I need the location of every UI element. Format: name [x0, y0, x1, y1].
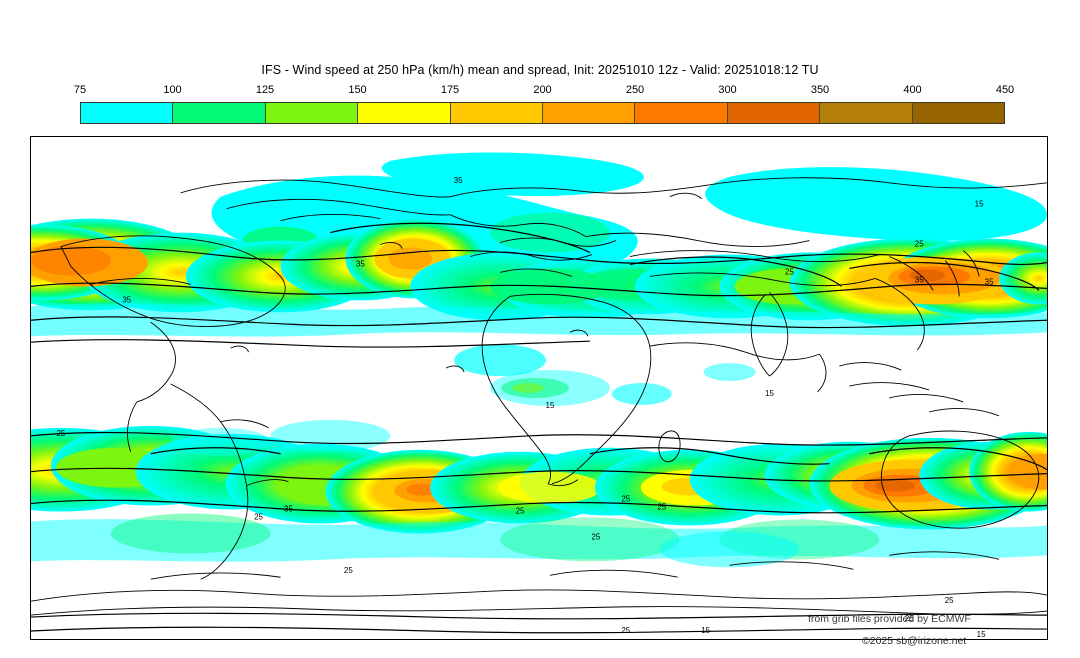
- svg-text:25: 25: [56, 429, 65, 438]
- colorbar-tick-labels: 75 100 125 150 175 200 250 300 350 400 450: [74, 84, 1014, 100]
- colorbar: 75 100 125 150 175 200 250 300 350 400 450: [74, 84, 1014, 126]
- colorbar-tick-200: 200: [533, 84, 552, 96]
- svg-text:25: 25: [621, 495, 630, 504]
- colorbar-band-9: [912, 103, 1005, 123]
- copyright-credit: ©2025 sb@irizone.net: [862, 635, 967, 647]
- svg-text:25: 25: [591, 532, 600, 541]
- colorbar-band-4: [450, 103, 544, 123]
- svg-text:35: 35: [915, 275, 924, 284]
- world-wind-speed-map: 35 35 25 35 35 15 25 25 25 25 25 25 25 2…: [31, 152, 1047, 639]
- colorbar-band-2: [265, 103, 359, 123]
- colorbar-tick-125: 125: [255, 84, 275, 96]
- svg-text:25: 25: [915, 240, 924, 249]
- colorbar-bands: [80, 102, 1005, 124]
- svg-text:15: 15: [975, 200, 984, 209]
- colorbar-tick-175: 175: [440, 84, 460, 96]
- svg-text:25: 25: [621, 626, 630, 635]
- svg-text:35: 35: [985, 277, 994, 286]
- colorbar-band-6: [635, 103, 728, 123]
- data-source-credit: from grib files provided by ECMWF: [808, 613, 971, 625]
- map-plot-area[interactable]: 35 35 25 35 35 15 25 25 25 25 25 25 25 2…: [30, 136, 1048, 640]
- colorbar-tick-250: 250: [625, 84, 645, 96]
- spread-contours: [31, 222, 1047, 634]
- contour-value-labels: 35 35 25 35 35 15 25 25 25 25 25 25 25 2…: [56, 176, 994, 639]
- svg-text:25: 25: [905, 614, 914, 623]
- svg-text:25: 25: [785, 267, 794, 276]
- svg-text:25: 25: [254, 512, 263, 521]
- svg-text:15: 15: [765, 389, 774, 398]
- svg-text:35: 35: [122, 295, 131, 304]
- colorbar-tick-300: 300: [718, 84, 737, 96]
- colorbar-tick-400: 400: [903, 84, 922, 96]
- coastlines: [31, 177, 1047, 616]
- svg-text:15: 15: [701, 626, 710, 635]
- colorbar-band-7: [727, 103, 821, 123]
- svg-text:15: 15: [977, 630, 986, 639]
- svg-text:15: 15: [546, 401, 555, 410]
- page-title: IFS - Wind speed at 250 hPa (km/h) mean …: [261, 63, 819, 77]
- svg-text:25: 25: [516, 507, 525, 516]
- colorbar-tick-150: 150: [348, 84, 367, 96]
- svg-text:35: 35: [454, 176, 463, 185]
- colorbar-band-5: [543, 103, 636, 123]
- colorbar-band-3: [358, 103, 451, 123]
- colorbar-band-0: [81, 103, 174, 123]
- svg-text:25: 25: [945, 596, 954, 605]
- colorbar-tick-350: 350: [810, 84, 830, 96]
- svg-text:25: 25: [657, 503, 666, 512]
- colorbar-band-1: [173, 103, 266, 123]
- colorbar-band-8: [820, 103, 913, 123]
- colorbar-tick-75: 75: [73, 84, 87, 96]
- colorbar-tick-450: 450: [995, 84, 1015, 96]
- colorbar-tick-100: 100: [163, 84, 182, 96]
- svg-text:35: 35: [356, 259, 365, 268]
- svg-text:25: 25: [344, 566, 353, 575]
- svg-text:35: 35: [284, 505, 293, 514]
